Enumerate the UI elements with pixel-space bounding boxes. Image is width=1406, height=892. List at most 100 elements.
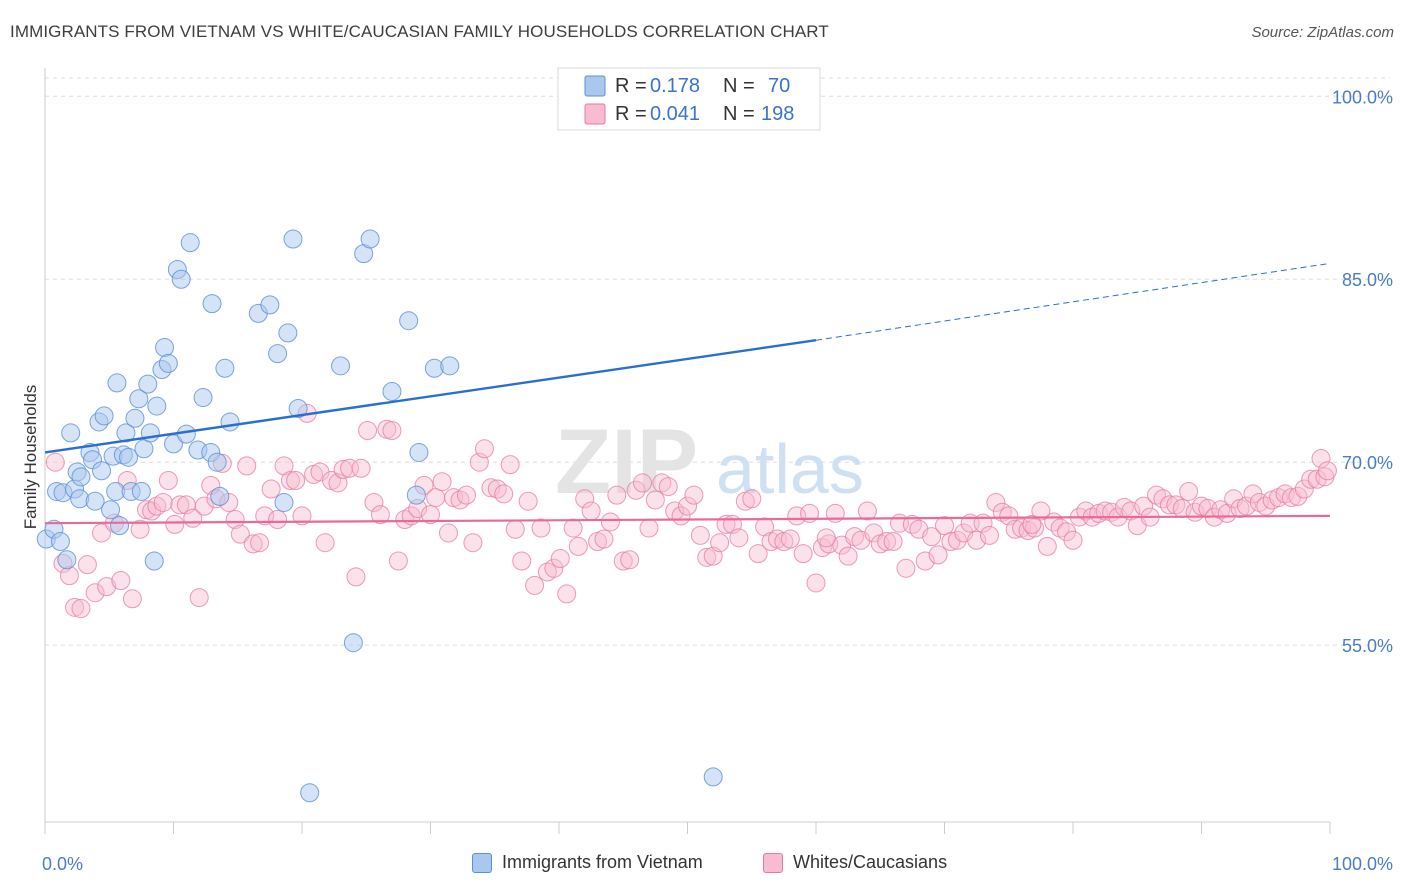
pink-data-point xyxy=(194,496,214,516)
pink-data-point xyxy=(557,584,577,604)
blue-data-point xyxy=(94,406,114,426)
pink-data-point xyxy=(568,536,588,556)
legend-label-white: Whites/Caucasians xyxy=(793,852,948,872)
pink-data-point xyxy=(600,512,620,532)
pink-data-point xyxy=(280,470,300,490)
blue-data-point xyxy=(202,294,222,314)
pink-data-point xyxy=(426,488,446,508)
pink-data-point xyxy=(690,525,710,545)
pink-data-point xyxy=(581,501,601,521)
pink-data-point xyxy=(122,589,142,609)
pink-data-point xyxy=(340,458,360,478)
pink-data-point xyxy=(633,473,653,493)
legend-r-value: 0.041 xyxy=(650,103,700,125)
pink-data-point xyxy=(1050,518,1070,538)
pink-data-point xyxy=(1134,496,1154,516)
pink-data-point xyxy=(421,505,440,525)
legend-swatch-vietnam xyxy=(584,75,606,97)
blue-data-point xyxy=(61,423,81,443)
blue-data-point xyxy=(300,783,320,803)
pink-data-point xyxy=(896,558,916,578)
blue-data-point xyxy=(138,374,158,394)
pink-data-point xyxy=(947,530,967,550)
blue-data-point xyxy=(193,388,213,408)
legend-item-vietnam: Immigrants from Vietnam xyxy=(472,852,703,873)
pink-data-point xyxy=(1288,486,1308,506)
blue-data-point xyxy=(207,452,227,472)
pink-data-point xyxy=(65,597,85,617)
pink-data-point xyxy=(594,529,614,549)
blue-data-point xyxy=(107,373,127,393)
blue-data-point xyxy=(155,338,175,358)
pink-data-point xyxy=(382,420,402,440)
pink-data-point xyxy=(230,524,250,544)
pink-data-point xyxy=(351,458,371,478)
watermark-atlas: atlas xyxy=(716,430,864,508)
pink-data-point xyxy=(153,492,173,512)
correlation-legend: R = 0.178 N = 70 R = 0.041 N = 198 xyxy=(557,67,821,131)
legend-n-label: N = xyxy=(723,103,755,125)
blue-data-point xyxy=(274,492,294,512)
legend-label-vietnam: Immigrants from Vietnam xyxy=(502,852,703,872)
blue-data-point xyxy=(176,424,196,444)
pink-data-point xyxy=(450,490,470,510)
blue-data-point xyxy=(406,485,426,505)
pink-data-point xyxy=(525,575,545,595)
pink-data-point xyxy=(225,510,245,530)
blue-data-point xyxy=(50,531,70,551)
pink-data-point xyxy=(838,546,858,566)
blue-data-point xyxy=(260,295,280,315)
x-tick-label: 0.0% xyxy=(42,854,83,874)
pink-data-point xyxy=(456,485,476,505)
pink-data-point xyxy=(1147,485,1167,505)
blue-data-point xyxy=(131,481,151,501)
pink-data-point xyxy=(370,505,390,525)
blue-data-point xyxy=(703,767,723,787)
pink-data-point xyxy=(130,519,150,539)
pink-data-point xyxy=(237,456,257,476)
pink-data-point xyxy=(986,492,1006,512)
blue-data-point xyxy=(283,229,303,249)
pink-data-point xyxy=(780,529,800,549)
pink-data-point xyxy=(1022,514,1042,534)
blue-data-point xyxy=(147,396,167,416)
pink-data-point xyxy=(742,489,762,509)
pink-data-point xyxy=(77,555,97,575)
pink-data-point xyxy=(967,530,987,550)
legend-n-value: 198 xyxy=(761,103,794,125)
pink-data-point xyxy=(563,518,583,538)
pink-data-point xyxy=(71,599,91,619)
pink-data-point xyxy=(250,533,270,553)
y-tick-label: 70.0% xyxy=(1342,453,1393,473)
pink-data-point xyxy=(883,531,903,551)
pink-data-point xyxy=(255,506,275,526)
pink-data-point xyxy=(550,549,570,569)
pink-data-point xyxy=(45,452,65,472)
pink-data-point xyxy=(463,533,483,553)
blue-data-point xyxy=(116,423,136,443)
pink-data-point xyxy=(710,533,730,553)
blue-data-point xyxy=(343,633,363,653)
legend-r-value: 0.178 xyxy=(650,75,700,97)
pink-data-point xyxy=(1294,479,1314,499)
blue-data-point xyxy=(180,233,200,253)
pink-data-point xyxy=(935,516,954,536)
pink-data-point xyxy=(902,514,922,534)
pink-data-point xyxy=(620,550,640,570)
pink-data-point xyxy=(729,528,749,548)
pink-data-point xyxy=(1236,496,1256,516)
pink-data-point xyxy=(243,534,263,554)
pink-data-point xyxy=(268,510,288,530)
legend-n-label: N = xyxy=(723,75,755,97)
blue-data-point xyxy=(158,353,178,373)
pink-data-point xyxy=(500,455,520,475)
legend-swatch-white xyxy=(584,103,606,125)
pink-data-point xyxy=(395,510,415,530)
pink-data-point xyxy=(748,544,768,564)
pink-data-point xyxy=(286,470,306,490)
blue-data-point xyxy=(278,323,298,343)
pink-data-point xyxy=(494,484,514,504)
legend-n-value: 70 xyxy=(768,75,790,97)
pink-data-point xyxy=(85,583,105,603)
pink-data-point xyxy=(388,551,408,571)
